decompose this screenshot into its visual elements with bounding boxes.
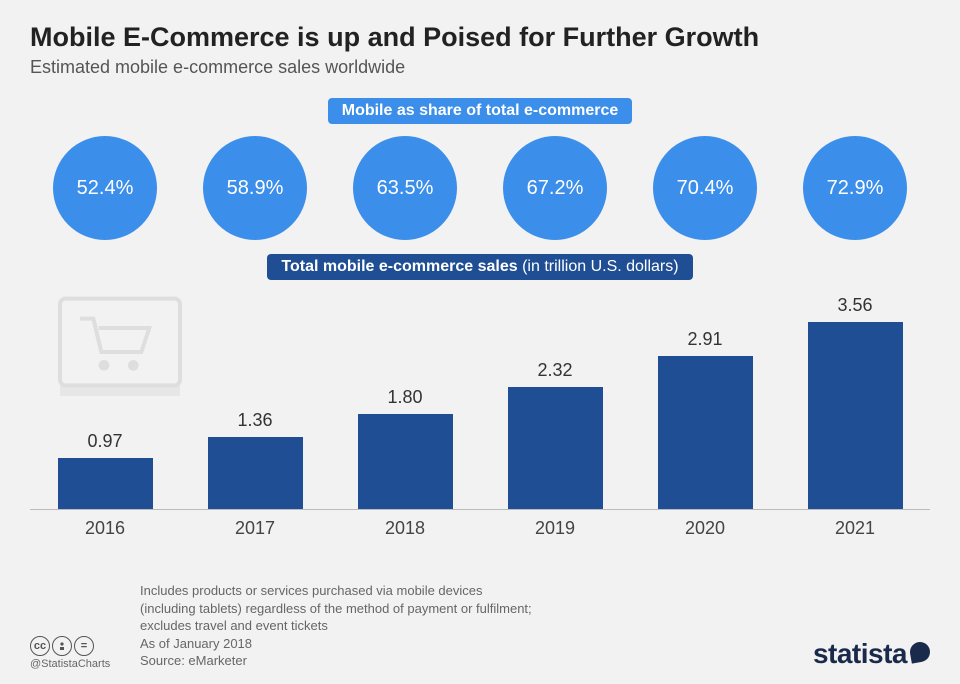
bar-value: 2.32 — [537, 360, 572, 381]
sales-label-bold: Total mobile e-commerce sales — [281, 258, 517, 275]
bar-value: 2.91 — [687, 329, 722, 350]
bar-value: 1.80 — [387, 387, 422, 408]
share-circle: 70.4% — [653, 136, 757, 240]
share-label-text: Mobile as share of total e-commerce — [328, 98, 633, 124]
bar — [358, 414, 453, 509]
bars-row: 0.97 1.36 1.80 2.32 2.91 3.56 — [30, 280, 930, 510]
statista-dot-icon — [908, 640, 931, 663]
years-row: 2016 2017 2018 2019 2020 2021 — [0, 510, 960, 539]
bar-value: 3.56 — [837, 295, 872, 316]
share-circle: 72.9% — [803, 136, 907, 240]
bar-col: 0.97 — [40, 280, 170, 509]
cc-icon: cc — [30, 636, 50, 656]
bar — [508, 387, 603, 509]
bar-chart: 0.97 1.36 1.80 2.32 2.91 3.56 — [0, 280, 960, 510]
footnote-line: excludes travel and event tickets — [140, 617, 532, 635]
header: Mobile E-Commerce is up and Poised for F… — [0, 0, 960, 88]
share-circle: 52.4% — [53, 136, 157, 240]
statista-text: statista — [813, 638, 907, 670]
bar-value: 1.36 — [237, 410, 272, 431]
year-label: 2019 — [490, 518, 620, 539]
footnote-line: Includes products or services purchased … — [140, 582, 532, 600]
bar-col: 1.36 — [190, 280, 320, 509]
chart-title: Mobile E-Commerce is up and Poised for F… — [30, 22, 930, 53]
bar-value: 0.97 — [87, 431, 122, 452]
bar — [58, 458, 153, 509]
sales-label-badge: Total mobile e-commerce sales (in trilli… — [0, 254, 960, 280]
bar — [658, 356, 753, 509]
bar-col: 2.91 — [640, 280, 770, 509]
footnote-asof: As of January 2018 — [140, 635, 532, 653]
circles-row: 52.4% 58.9% 63.5% 67.2% 70.4% 72.9% — [0, 124, 960, 248]
year-label: 2016 — [40, 518, 170, 539]
year-label: 2017 — [190, 518, 320, 539]
footnote-source: Source: eMarketer — [140, 652, 532, 670]
footnote-line: (including tablets) regardless of the me… — [140, 600, 532, 618]
share-label-badge: Mobile as share of total e-commerce — [0, 98, 960, 124]
twitter-handle: @StatistaCharts — [30, 658, 110, 670]
statista-logo: statista — [813, 638, 930, 670]
share-circle: 67.2% — [503, 136, 607, 240]
year-label: 2018 — [340, 518, 470, 539]
by-icon — [52, 636, 72, 656]
nd-icon: = — [74, 636, 94, 656]
bar — [808, 322, 903, 509]
chart-subtitle: Estimated mobile e-commerce sales worldw… — [30, 57, 930, 78]
bar — [208, 437, 303, 509]
bar-col: 1.80 — [340, 280, 470, 509]
bar-col: 3.56 — [790, 280, 920, 509]
year-label: 2020 — [640, 518, 770, 539]
bar-col: 2.32 — [490, 280, 620, 509]
share-circle: 58.9% — [203, 136, 307, 240]
year-label: 2021 — [790, 518, 920, 539]
cc-icons: cc = — [30, 636, 94, 656]
sales-label-rest: (in trillion U.S. dollars) — [518, 258, 679, 275]
license-block: cc = @StatistaCharts — [30, 636, 110, 670]
share-circle: 63.5% — [353, 136, 457, 240]
footer: cc = @StatistaCharts Includes products o… — [30, 582, 930, 670]
footnote: Includes products or services purchased … — [140, 582, 532, 670]
